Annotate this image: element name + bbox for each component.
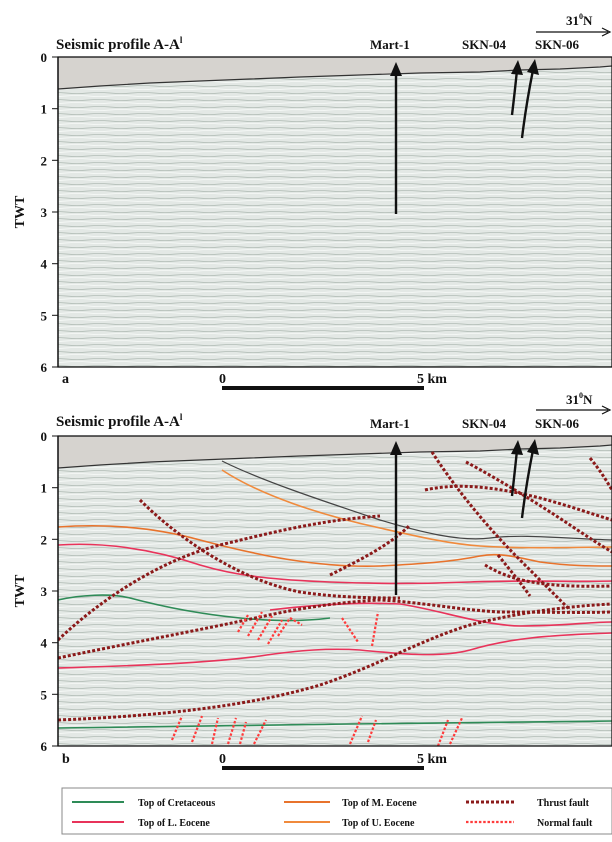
- svg-text:Top of U. Eocene: Top of U. Eocene: [342, 818, 415, 829]
- normal-fault: [370, 611, 380, 647]
- y-tick-label: 1: [41, 102, 48, 117]
- scale-end-label: 5 km: [417, 372, 447, 387]
- y-tick-label: 4: [41, 636, 48, 651]
- legend: Top of Cretaceous Top of M. Eocene Thrus…: [61, 787, 612, 835]
- normal-fault: [253, 719, 267, 745]
- thrust-fault: [588, 457, 612, 491]
- svg-text:Top of L. Eocene: Top of L. Eocene: [138, 818, 210, 829]
- legend-item-top-of-m-eocene: Top of M. Eocene: [284, 798, 417, 809]
- svg-text:Normal fault: Normal fault: [537, 818, 593, 829]
- thrust-faults: [58, 451, 612, 722]
- seafloor-line: [58, 65, 612, 90]
- thrust-fault: [58, 602, 612, 722]
- thrust-fault: [430, 451, 572, 612]
- normal-fault: [341, 617, 359, 643]
- y-tick-label: 6: [41, 739, 48, 754]
- seafloor-line: [58, 444, 612, 469]
- normal-fault: [348, 715, 364, 745]
- legend-item-thrust-fault: Thrust fault: [466, 798, 590, 809]
- normal-fault: [170, 715, 184, 741]
- horizon-top-m-eocene: [58, 525, 612, 568]
- normal-fault: [190, 715, 204, 743]
- horizon-top-l-eocene: [58, 543, 612, 585]
- panel-a-title: Seismic profile A-Al: [56, 35, 183, 53]
- normal-fault: [277, 617, 291, 637]
- panel-letter-b: b: [62, 752, 70, 767]
- thrust-fault: [329, 523, 412, 577]
- latitude-label: 310N: [566, 391, 593, 407]
- scale-zero-label: 0: [219, 752, 226, 767]
- horizon-top-u-eocene: [221, 469, 612, 549]
- normal-fault: [289, 617, 303, 626]
- panel-a: Seismic profile A-Al Mart-1 SKN-04 SKN-0…: [13, 12, 612, 390]
- legend-item-top-of-u-eocene: Top of U. Eocene: [284, 818, 415, 829]
- y-axis-title: TWT: [13, 574, 28, 607]
- latitude-label: 310N: [566, 12, 593, 28]
- svg-text:Top of M. Eocene: Top of M. Eocene: [342, 798, 417, 809]
- normal-fault: [237, 614, 249, 633]
- well-label-skn-06: SKN-06: [535, 416, 580, 431]
- seismic-section-a: [58, 57, 612, 367]
- y-axis-title: TWT: [13, 195, 28, 228]
- well-label-skn-04: SKN-04: [462, 37, 507, 52]
- panel-b: Seismic profile A-Al Mart-1 SKN-04 SKN-0…: [13, 391, 612, 770]
- horizon-top-cretaceous: [58, 594, 331, 622]
- interpreted-section-b: [58, 436, 612, 746]
- well-label-skn-04: SKN-04: [462, 416, 507, 431]
- legend-box: [61, 787, 612, 835]
- thrust-fault: [138, 498, 401, 600]
- thrust-fault: [496, 554, 532, 597]
- normal-fault: [436, 719, 450, 746]
- normal-fault: [238, 721, 248, 745]
- normal-fault: [449, 717, 463, 745]
- y-tick-label: 0: [41, 50, 48, 65]
- y-tick-label: 2: [41, 532, 48, 547]
- scale-zero-label: 0: [219, 372, 226, 387]
- legend-item-top-of-l-eocene: Top of L. Eocene: [72, 818, 210, 829]
- y-tick-label: 6: [41, 360, 48, 375]
- well-trajectories-a: [390, 59, 539, 214]
- thrust-fault: [465, 460, 612, 554]
- legend-item-normal-fault: Normal fault: [466, 818, 593, 829]
- thrust-fault: [58, 514, 381, 642]
- reflector-line: [221, 460, 612, 541]
- normal-faults: [170, 611, 463, 746]
- y-tick-label: 3: [41, 584, 48, 599]
- normal-fault: [267, 619, 283, 645]
- y-tick-label: 5: [41, 308, 48, 323]
- y-tick-label: 5: [41, 687, 48, 702]
- svg-text:Top of Cretaceous: Top of Cretaceous: [138, 798, 215, 809]
- thrust-fault: [424, 484, 612, 522]
- panel-b-title: Seismic profile A-Al: [56, 412, 183, 430]
- y-axis-a: 0 1 2 3 4 5 6 TWT: [13, 50, 59, 375]
- horizon-top-l-eocene: [58, 632, 612, 669]
- scale-bar: [222, 766, 424, 770]
- y-tick-label: 1: [41, 481, 48, 496]
- normal-fault: [257, 615, 273, 641]
- well-trajectories-b: [390, 439, 539, 595]
- well-label-mart-1: Mart-1: [370, 37, 410, 52]
- well-label-skn-06: SKN-06: [535, 37, 580, 52]
- y-axis-b: 0 1 2 3 4 5 6 TWT: [13, 429, 59, 754]
- normal-fault: [366, 719, 378, 743]
- normal-fault: [210, 717, 220, 745]
- y-tick-label: 0: [41, 429, 48, 444]
- normal-fault: [226, 717, 238, 745]
- scale-bar: [222, 386, 424, 390]
- legend-item-top-of-cretaceous: Top of Cretaceous: [72, 798, 215, 809]
- y-tick-label: 4: [41, 257, 48, 272]
- scale-end-label: 5 km: [417, 752, 447, 767]
- panel-letter-a: a: [62, 372, 69, 387]
- well-label-mart-1: Mart-1: [370, 416, 410, 431]
- normal-fault: [247, 611, 263, 637]
- y-tick-label: 2: [41, 153, 48, 168]
- y-tick-label: 3: [41, 205, 48, 220]
- svg-text:Thrust fault: Thrust fault: [537, 798, 590, 809]
- horizon-top-cretaceous: [58, 720, 612, 729]
